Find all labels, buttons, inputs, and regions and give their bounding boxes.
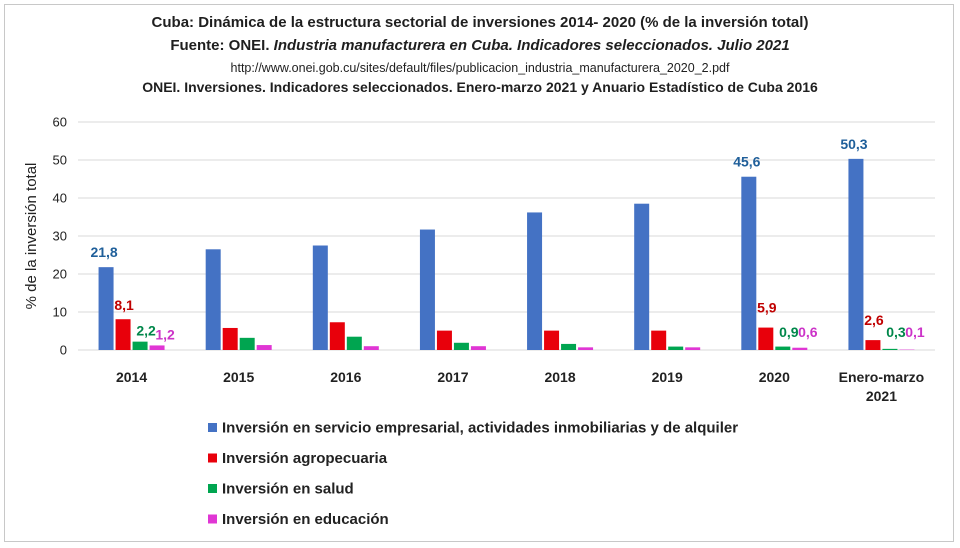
category-label: 2020 (759, 369, 790, 385)
category-label: 2015 (223, 369, 254, 385)
category-label: 2019 (652, 369, 683, 385)
bar (668, 346, 684, 350)
category-labels: 2014 2015 2016 2017 2018 2019 2020 Enero-marzo 2… (116, 369, 924, 404)
bar (256, 345, 272, 350)
bar (98, 267, 114, 350)
bar (561, 343, 577, 350)
data-label: 1,2 (155, 326, 175, 342)
data-labels: 21,8 8,12,2 1,2 45,6 5,90,9 0,6 50,3 2,60,3 0,1 (90, 136, 924, 343)
bar (651, 330, 667, 350)
y-axis-label: % de la inversión total (23, 163, 40, 310)
bar (205, 249, 221, 350)
category-label: 2016 (330, 369, 361, 385)
data-label: 0,6 (798, 324, 818, 340)
legend-entry: Inversión agropecuaria (222, 450, 388, 467)
legend-entry: Inversión en educación (222, 511, 389, 528)
bar (222, 327, 238, 350)
bar (436, 330, 452, 350)
data-label: 2,2 (136, 323, 156, 339)
y-tick-label: 0 (60, 343, 67, 358)
bar (527, 212, 543, 350)
chart-source-2: ONEI. Inversiones. Indicadores seleccion… (142, 79, 818, 95)
bar (470, 346, 486, 350)
category-label: Enero-marzo (839, 369, 925, 385)
legend: Inversión en servicio empresarial, activ… (208, 420, 738, 528)
category-label: 2017 (437, 369, 468, 385)
bar (453, 342, 469, 350)
legend-swatch (208, 423, 217, 432)
bar (149, 345, 165, 350)
data-label: 2,6 (864, 312, 884, 328)
bar (544, 330, 560, 350)
bar (419, 229, 435, 350)
y-tick-label: 30 (53, 229, 67, 244)
bars (98, 158, 915, 350)
source-publication: Industria manufacturera en Cuba. Indicad… (273, 37, 790, 54)
legend-swatch (208, 484, 217, 493)
source-url: http://www.onei.gob.cu/sites/default/fil… (230, 61, 730, 75)
y-tick-label: 20 (53, 267, 67, 282)
bar (758, 327, 774, 350)
data-label: 0,9 (779, 324, 799, 340)
y-axis-ticks: 0 10 20 30 40 50 60 (53, 115, 67, 358)
chart-title: Cuba: Dinámica de la estructura sectoria… (151, 14, 809, 31)
legend-entry: Inversión en servicio empresarial, activ… (222, 420, 738, 437)
category-label: 2021 (866, 388, 897, 404)
category-label: 2014 (116, 369, 147, 385)
bar (848, 158, 864, 350)
bar (346, 336, 362, 350)
legend-swatch (208, 453, 217, 463)
data-label: 50,3 (840, 136, 867, 152)
data-label: 0,3 (886, 324, 906, 340)
bar (312, 245, 328, 350)
bar (578, 347, 594, 350)
data-label: 5,9 (757, 300, 777, 316)
source-prefix: Fuente: ONEI. (170, 37, 274, 54)
bar (115, 319, 131, 350)
bar (329, 322, 345, 350)
bar (634, 203, 650, 350)
bar (132, 341, 148, 350)
bar (882, 348, 898, 350)
data-label: 0,1 (905, 324, 925, 340)
gridlines (78, 121, 935, 351)
y-tick-label: 40 (53, 191, 67, 206)
data-label: 8,1 (114, 297, 134, 313)
legend-entry: Inversión en salud (222, 481, 354, 498)
chart-source: Fuente: ONEI. Industria manufacturera en… (0, 37, 960, 54)
category-label: 2018 (544, 369, 575, 385)
bar (239, 337, 255, 350)
y-tick-label: 10 (53, 305, 67, 320)
y-tick-label: 60 (53, 115, 67, 130)
legend-swatch (208, 514, 217, 524)
chart-frame (4, 4, 954, 542)
data-label: 45,6 (733, 154, 760, 170)
bar (685, 347, 701, 350)
bar (865, 340, 881, 350)
bar (792, 347, 808, 350)
y-tick-label: 50 (53, 153, 67, 168)
data-label: 21,8 (90, 244, 117, 260)
bar (775, 346, 791, 350)
bar (363, 346, 379, 350)
bar (741, 176, 757, 350)
